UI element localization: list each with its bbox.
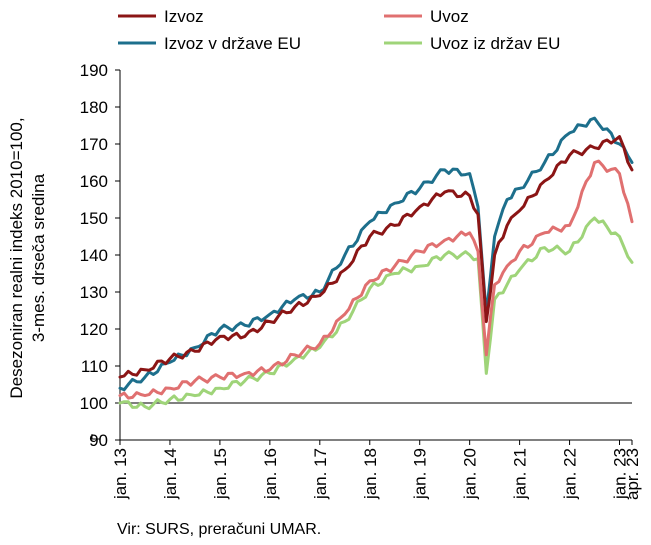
y-tick-label: 190 <box>80 61 108 80</box>
y-tick-label: 100 <box>80 394 108 413</box>
x-tick-label: jan. 20 <box>461 448 480 500</box>
legend-label: Izvoz <box>164 7 204 26</box>
y-tick-label: 130 <box>80 283 108 302</box>
source-note: Vir: SURS, preračuni UMAR. <box>117 521 322 538</box>
series-line-4 <box>118 216 634 411</box>
series-line-3 <box>118 116 634 392</box>
series-line-1 <box>118 135 634 379</box>
x-tick-label: jan. 23 <box>611 448 630 500</box>
y-axis-title: Desezoniran realni indeks 2010=100, <box>7 117 26 398</box>
x-tick-label: jan. 15 <box>211 448 230 500</box>
y-tick-label: 150 <box>80 209 108 228</box>
y-axis-break-mark <box>91 434 100 440</box>
x-tick-label: jan. 16 <box>261 448 280 500</box>
y-tick-label: 160 <box>80 172 108 191</box>
x-tick-label: jan. 19 <box>411 448 430 500</box>
legend-label: Uvoz iz držav EU <box>430 34 560 53</box>
y-tick-label: 170 <box>80 135 108 154</box>
y-axis-title: 3-mes. drseča sredina <box>29 173 48 342</box>
legend-label: Uvoz <box>430 7 469 26</box>
legend-label: Izvoz v države EU <box>164 34 301 53</box>
x-tick-label: jan. 13 <box>111 448 130 500</box>
y-tick-label: 140 <box>80 246 108 265</box>
x-tick-label: jan. 14 <box>161 448 180 500</box>
x-tick-label: jan. 22 <box>561 448 580 500</box>
x-tick-label: apr. 23 <box>623 448 642 500</box>
y-tick-label: 90 <box>89 431 108 450</box>
y-tick-label: 180 <box>80 98 108 117</box>
x-tick-label: jan. 18 <box>361 448 380 500</box>
y-tick-label: 110 <box>81 357 108 376</box>
x-tick-label: jan. 21 <box>511 448 530 500</box>
series-line-2 <box>118 159 634 400</box>
y-tick-label: 120 <box>80 320 108 339</box>
x-tick-label: jan. 17 <box>311 448 330 500</box>
